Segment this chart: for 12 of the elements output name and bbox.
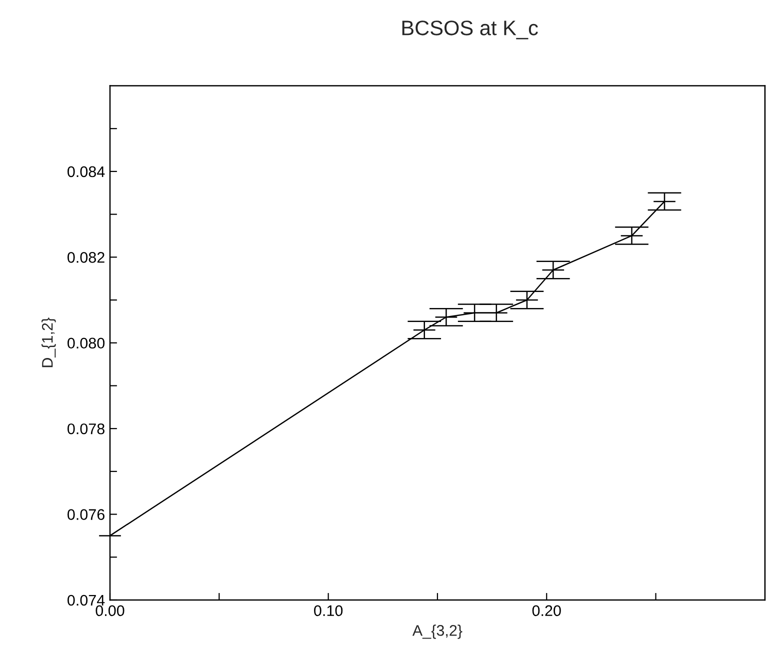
chart-title: BCSOS at K_c <box>402 20 538 40</box>
y-tick-label: 0.080 <box>68 338 105 349</box>
y-tick-label: 0.074 <box>68 594 105 606</box>
x-tick-label: 0.00 <box>96 605 124 616</box>
x-tick-label: 0.20 <box>532 605 561 616</box>
x-axis-title: A_{3,2} <box>412 624 462 639</box>
y-tick-label: 0.084 <box>68 166 105 178</box>
y-tick-label: 0.076 <box>68 509 104 520</box>
y-axis-title: D_{1,2} <box>42 318 56 368</box>
x-tick-label: 0.10 <box>314 605 343 616</box>
y-tick-label: 0.078 <box>68 423 104 434</box>
y-tick-label: 0.082 <box>68 252 104 263</box>
